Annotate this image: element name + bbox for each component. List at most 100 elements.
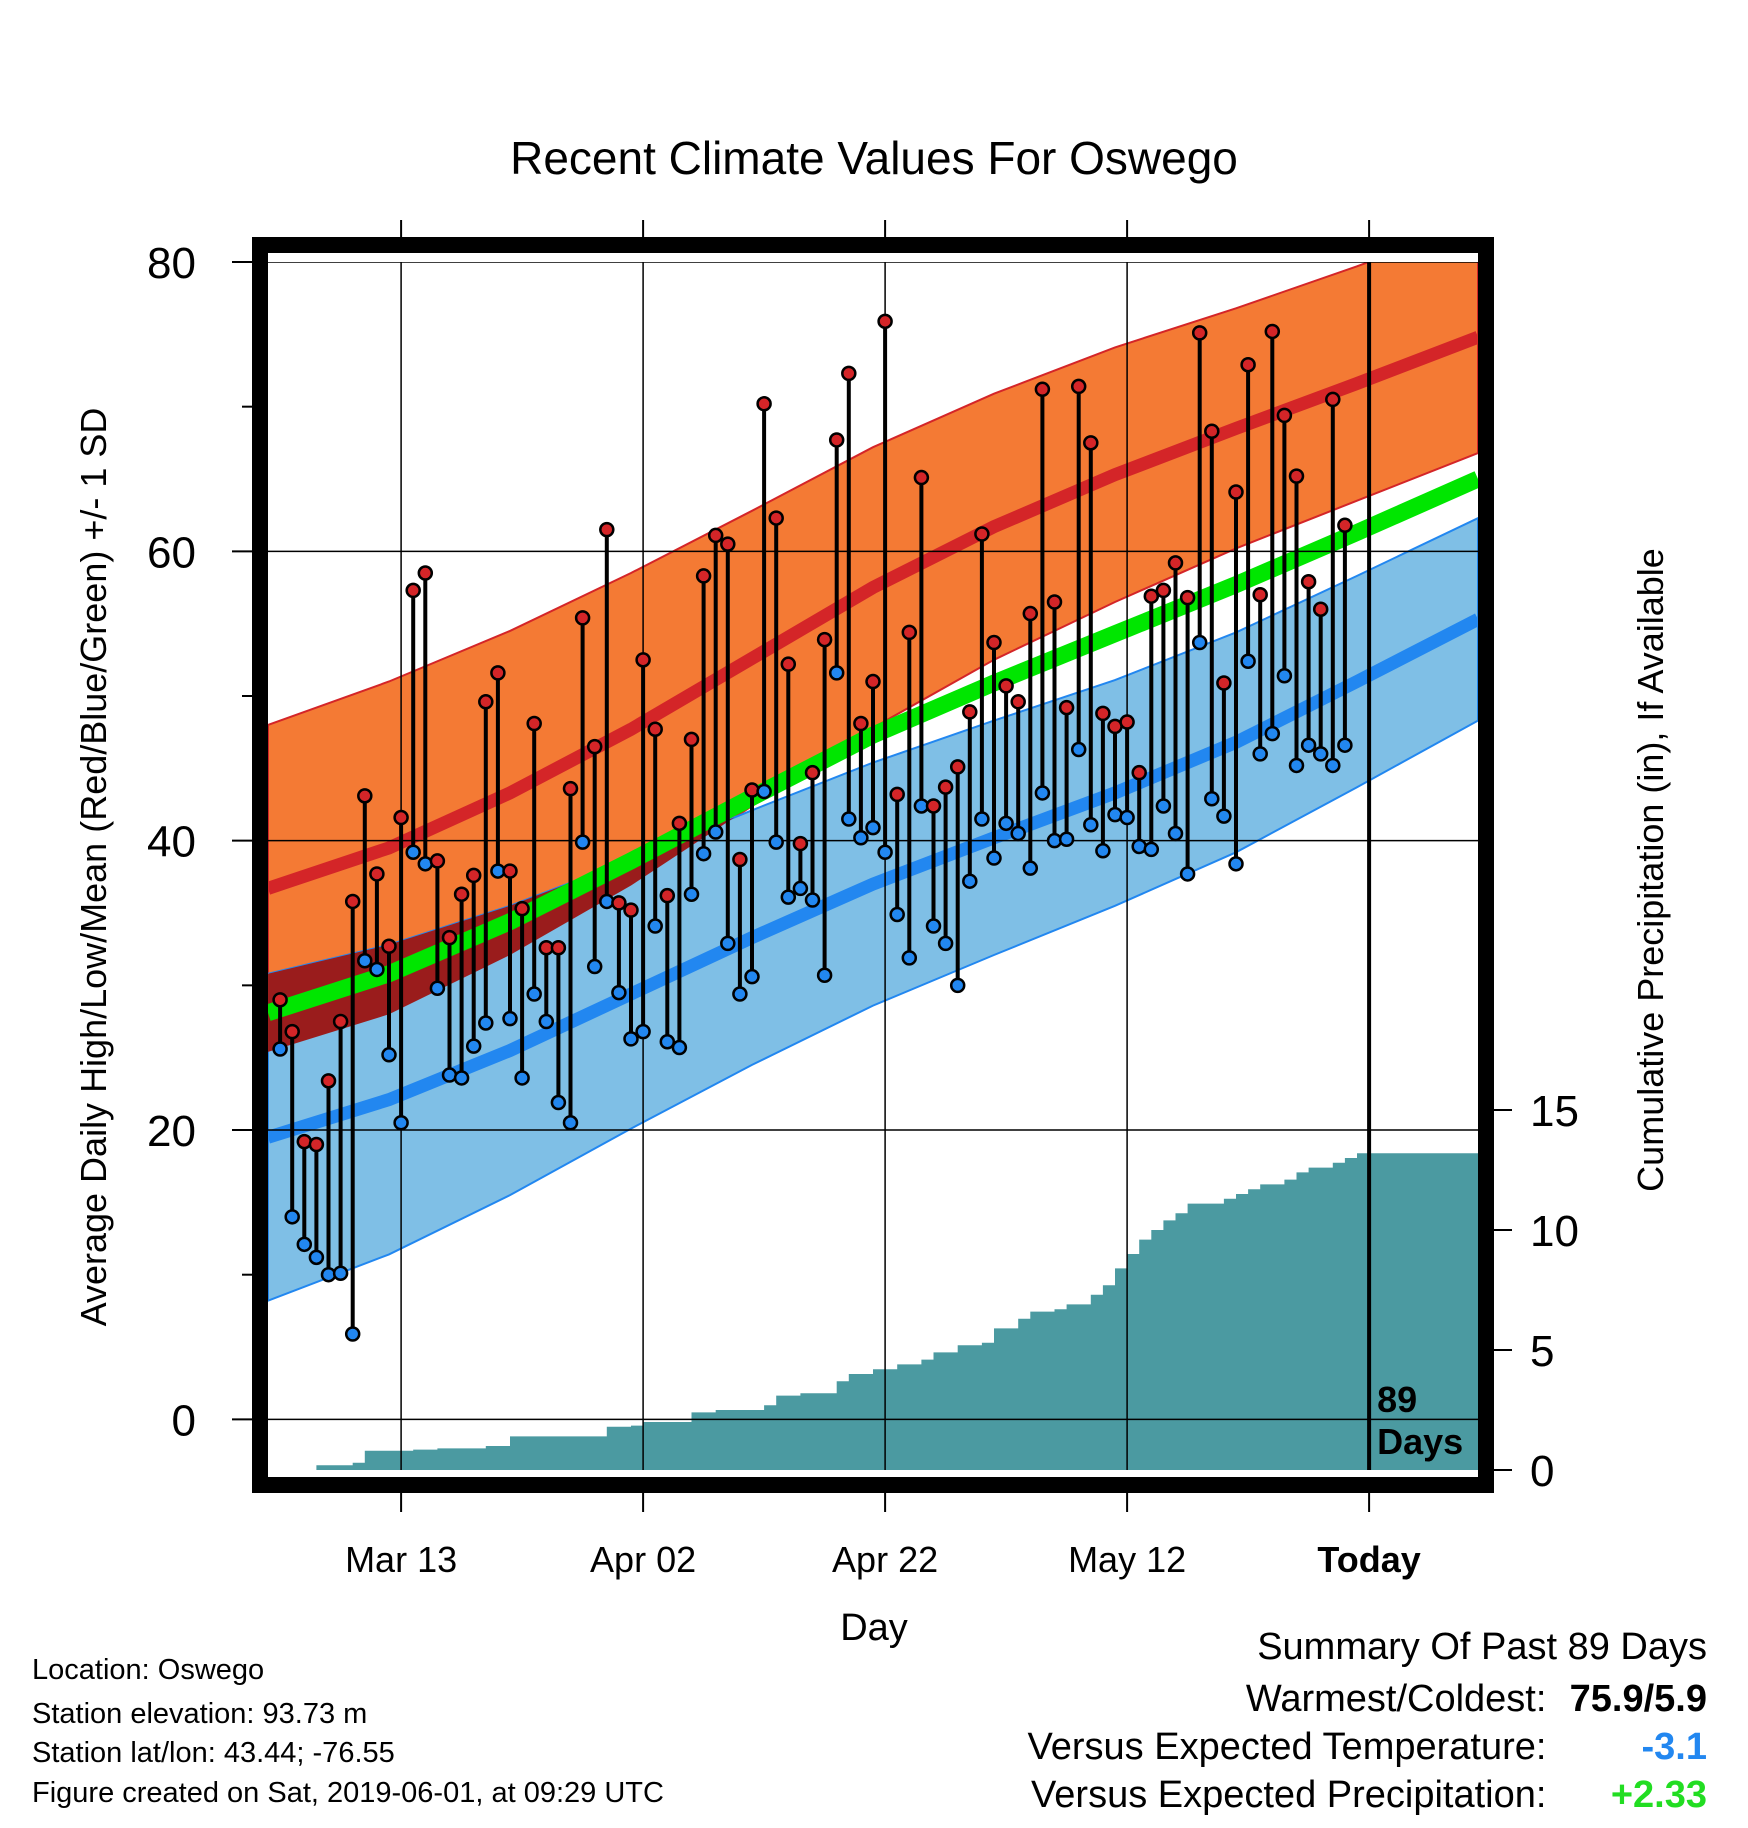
daily-low-point — [393, 1115, 409, 1131]
daily-high-point — [792, 835, 809, 852]
period-days-unit: Days — [1377, 1421, 1463, 1462]
daily-low-point — [332, 1265, 349, 1281]
daily-low-point — [804, 892, 821, 908]
daily-low-point — [1216, 808, 1232, 824]
daily-low-point — [1179, 866, 1196, 882]
daily-low-point — [586, 958, 603, 975]
daily-high-point — [889, 786, 905, 803]
daily-high-point — [937, 779, 954, 795]
daily-low-point — [272, 1041, 288, 1057]
daily-high-point — [974, 526, 990, 542]
created-text: Figure created on Sat, 2019-06-01, at 09… — [32, 1777, 664, 1809]
daily-high-point — [913, 469, 930, 486]
daily-low-point — [1083, 817, 1099, 833]
daily-high-point — [586, 738, 603, 755]
daily-high-point — [998, 678, 1014, 694]
daily-low-point — [562, 1115, 579, 1131]
daily-low-point — [962, 873, 978, 889]
daily-low-point — [877, 844, 893, 861]
normal-high-line — [268, 331, 1478, 895]
y2-tick-label: 5 — [1530, 1327, 1554, 1376]
daily-low-point — [841, 811, 857, 827]
daily-low-point — [1300, 737, 1317, 753]
daily-high-point — [320, 1073, 337, 1089]
daily-high-point — [683, 731, 700, 748]
daily-high-point — [962, 704, 978, 720]
daily-high-point — [1300, 573, 1317, 590]
daily-high-point — [1312, 601, 1329, 617]
daily-low-point — [1276, 668, 1293, 684]
y2-tick-label: 15 — [1530, 1087, 1579, 1136]
daily-low-point — [1058, 831, 1075, 847]
daily-high-point — [332, 1013, 349, 1030]
y2-tick-label: 10 — [1530, 1207, 1579, 1256]
daily-high-point — [441, 929, 458, 946]
daily-low-point — [828, 665, 845, 681]
daily-low-point — [308, 1249, 325, 1266]
daily-low-point — [465, 1038, 482, 1054]
daily-low-point — [357, 953, 373, 969]
daily-high-point — [1083, 435, 1099, 451]
daily-low-point — [1167, 825, 1184, 842]
daily-high-point — [1288, 468, 1305, 484]
y2-axis-label: Cumulative Precipitation (in), If Availa… — [1630, 548, 1671, 1192]
daily-high-point — [1228, 484, 1244, 500]
daily-low-point — [1191, 634, 1208, 651]
daily-high-point — [514, 900, 530, 917]
daily-low-point — [889, 906, 905, 923]
latlon-text: Station lat/lon: 43.44; -76.55 — [32, 1737, 395, 1769]
summary-temp: Versus Expected Temperature: -3.1 — [1028, 1728, 1707, 1766]
daily-low-point — [986, 850, 1002, 866]
daily-low-point — [792, 880, 809, 897]
y-tick-label: 60 — [147, 528, 196, 577]
daily-high-point — [1070, 378, 1087, 395]
temp-label: Versus Expected Temperature: — [1027, 1726, 1547, 1768]
daily-high-point — [1325, 391, 1341, 408]
daily-high-point — [490, 665, 506, 681]
warm-cold-value: 75.9/5.9 — [1569, 1678, 1707, 1720]
daily-high-point — [659, 887, 676, 904]
daily-high-point — [756, 396, 772, 412]
daily-high-point — [986, 634, 1002, 651]
daily-low-point — [296, 1236, 313, 1253]
plot-area: 0 20 40 60 80 0 5 10 15 Mar 13 Apr 02 Apr 22 May 12 T… — [147, 220, 1579, 1580]
daily-high-point — [732, 851, 748, 868]
daily-high-point — [1191, 325, 1208, 341]
summary-precip: Versus Expected Precipitation: +2.33 — [1031, 1776, 1707, 1814]
daily-low-point — [1264, 725, 1281, 742]
precip-label: Versus Expected Precipitation: — [1031, 1774, 1547, 1816]
plot-content — [268, 262, 1478, 1470]
daily-low-point — [1022, 860, 1039, 876]
daily-high-point — [1337, 517, 1353, 534]
daily-high-point — [381, 938, 397, 955]
x-tick-label: Apr 22 — [832, 1539, 938, 1580]
daily-high-point — [816, 631, 833, 648]
daily-high-point — [478, 694, 494, 710]
y-tick-label: 20 — [147, 1107, 196, 1156]
daily-high-point — [1204, 423, 1220, 440]
daily-high-point — [901, 624, 918, 641]
daily-high-point — [357, 788, 373, 804]
daily-low-point — [744, 968, 760, 985]
daily-low-point — [1143, 841, 1160, 858]
daily-high-point — [1058, 699, 1075, 716]
daily-low-point — [550, 1094, 567, 1111]
daily-low-point — [732, 986, 748, 1002]
daily-high-point — [1143, 588, 1160, 604]
daily-low-point — [1204, 790, 1220, 807]
normal-low-line — [268, 613, 1478, 1144]
x-tick-label: Apr 02 — [590, 1539, 696, 1580]
daily-low-point — [998, 815, 1014, 832]
daily-high-point — [1095, 705, 1111, 722]
daily-low-point — [574, 834, 591, 850]
daily-high-point — [465, 867, 482, 884]
daily-low-point — [284, 1209, 300, 1225]
daily-high-point — [828, 432, 845, 448]
x-tick-label: Today — [1317, 1539, 1420, 1580]
y-tick-label: 80 — [147, 239, 196, 288]
daily-low-point — [683, 886, 700, 902]
daily-high-point — [429, 853, 446, 869]
daily-low-point — [695, 845, 712, 862]
daily-high-point — [647, 721, 663, 738]
daily-high-point — [768, 510, 784, 526]
